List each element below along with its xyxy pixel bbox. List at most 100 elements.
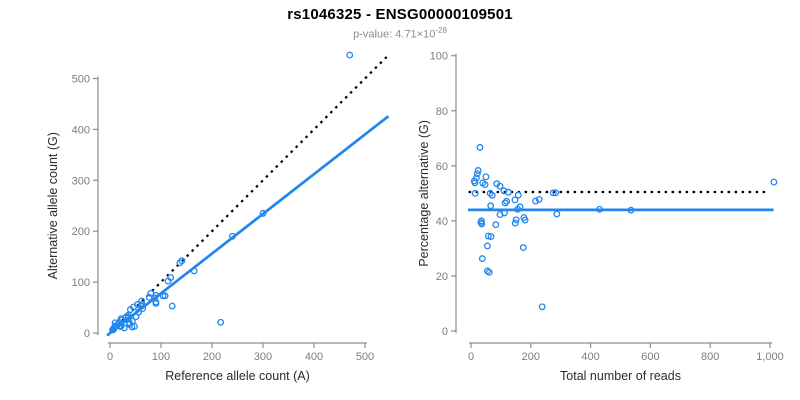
data-point <box>488 191 496 199</box>
data-point <box>346 51 354 59</box>
data-point <box>472 174 480 182</box>
data-point <box>161 292 169 300</box>
x-axis-title: Reference allele count (A) <box>165 369 310 383</box>
data-point <box>483 242 491 250</box>
pvalue-subtitle: p-value: 4.71×10-28 <box>0 26 800 41</box>
x-tick-label: 600 <box>641 351 659 363</box>
data-point <box>500 187 508 195</box>
data-point <box>514 191 522 199</box>
data-point <box>511 196 519 204</box>
data-point <box>492 221 500 229</box>
data-point <box>128 317 136 325</box>
x-axis-title: Total number of reads <box>560 369 681 383</box>
y-tick-label: 0 <box>442 326 448 338</box>
data-point <box>521 216 529 224</box>
data-point <box>504 188 512 196</box>
data-point <box>120 324 128 332</box>
data-point <box>516 203 524 211</box>
data-point <box>496 182 504 190</box>
x-tick-label: 100 <box>152 351 170 363</box>
data-point <box>770 178 778 186</box>
y-tick-label: 0 <box>84 328 90 340</box>
data-point <box>532 197 540 205</box>
data-point <box>473 170 481 178</box>
data-point <box>478 255 486 263</box>
data-point <box>596 205 604 213</box>
y-axis-title: Alternative allele count (G) <box>46 132 60 279</box>
data-point <box>538 303 546 311</box>
data-point <box>478 220 486 228</box>
y-tick-label: 40 <box>436 216 448 228</box>
percentage-alternative-scatter: 0 200 400 600 800 1,000 Total number of reads 0… <box>417 51 784 383</box>
data-point <box>190 267 198 275</box>
y-tick-label: 60 <box>436 161 448 173</box>
x-tick-label: 0 <box>107 351 113 363</box>
x-tick-label: 500 <box>356 351 374 363</box>
data-point <box>217 318 225 326</box>
data-point <box>503 197 511 205</box>
x-tick-label: 800 <box>701 351 719 363</box>
data-point <box>167 274 175 281</box>
y-tick-label: 80 <box>436 106 448 118</box>
data-point <box>178 257 186 265</box>
data-point <box>552 189 560 197</box>
y-tick-label: 100 <box>72 277 90 289</box>
y-tick-label: 400 <box>72 124 90 136</box>
data-point <box>535 195 543 203</box>
x-tick-label: 200 <box>203 351 221 363</box>
data-point <box>228 232 236 240</box>
x-tick-label: 400 <box>305 351 323 363</box>
pvalue-exponent: -28 <box>435 26 447 35</box>
data-point <box>482 173 490 181</box>
data-point <box>474 167 482 174</box>
data-point <box>487 202 495 210</box>
data-point <box>135 308 143 316</box>
data-point <box>134 301 141 308</box>
figure-title: rs1046325 - ENSG00000109501 <box>287 6 513 23</box>
data-point <box>487 233 495 241</box>
data-point <box>471 189 479 197</box>
y-axis-title: Percentage alternative (G) <box>417 120 431 267</box>
data-point <box>176 259 184 267</box>
data-point <box>481 181 489 188</box>
allele-count-scatter: 0 100 200 300 400 500 Reference allele count (… <box>46 51 390 383</box>
data-point <box>511 219 519 227</box>
data-point <box>159 292 167 300</box>
x-tick-label: 1,000 <box>756 351 784 363</box>
data-point <box>512 216 520 224</box>
pvalue-text: p-value: 4.71×10 <box>353 28 436 41</box>
y-tick-label: 20 <box>436 271 448 283</box>
data-point <box>627 206 635 214</box>
data-point <box>485 268 493 276</box>
data-point <box>111 319 119 327</box>
y-tick-label: 300 <box>72 175 90 187</box>
regression-line <box>106 115 390 337</box>
data-point <box>501 199 509 207</box>
data-point <box>553 210 561 218</box>
y-tick-label: 200 <box>72 226 90 238</box>
data-point <box>478 217 485 225</box>
data-point <box>484 232 492 240</box>
data-point <box>124 311 132 319</box>
data-point <box>115 318 123 326</box>
data-point <box>152 298 160 306</box>
x-tick-label: 200 <box>522 351 540 363</box>
identity-line <box>106 54 389 337</box>
x-tick-label: 400 <box>581 351 599 363</box>
data-point <box>549 189 557 197</box>
data-point <box>519 244 527 252</box>
data-point <box>476 143 484 151</box>
data-point <box>138 301 146 308</box>
data-point <box>168 302 176 310</box>
data-point <box>259 209 267 217</box>
data-point <box>138 297 146 305</box>
y-tick-label: 100 <box>430 51 448 63</box>
x-tick-label: 300 <box>254 351 272 363</box>
data-point <box>501 209 508 217</box>
data-point <box>124 314 132 322</box>
data-point <box>152 291 160 299</box>
x-tick-label: 0 <box>468 351 474 363</box>
y-tick-label: 500 <box>72 74 90 86</box>
